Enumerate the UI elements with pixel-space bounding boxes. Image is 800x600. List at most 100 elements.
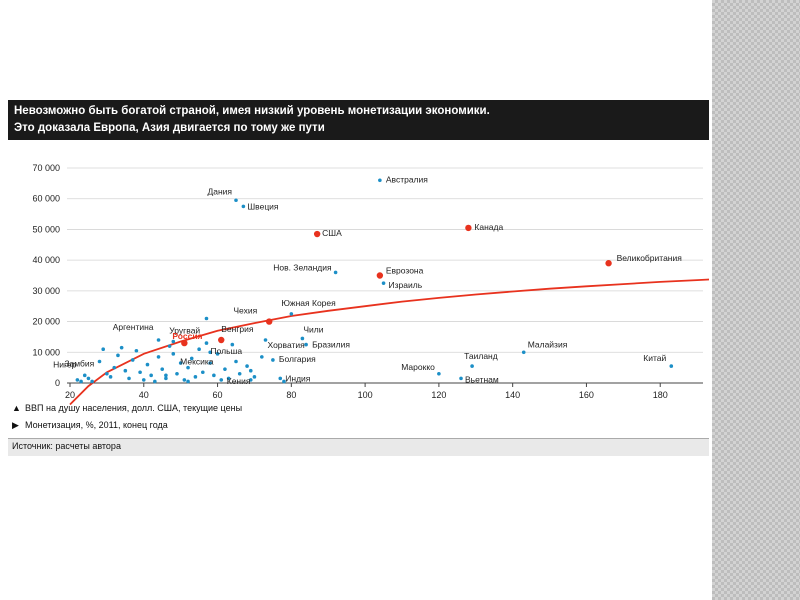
- source-note: Источник: расчеты автора: [12, 441, 121, 451]
- labeled-point: [271, 358, 275, 362]
- y-tick-label: 20 000: [32, 317, 60, 327]
- point-label: Бразилия: [312, 340, 350, 350]
- point-label: Болгария: [279, 354, 316, 364]
- data-point: [153, 379, 157, 384]
- data-point: [193, 375, 198, 379]
- labeled-point: [248, 378, 253, 382]
- point-label: Кения: [227, 376, 251, 386]
- trend-line: [69, 277, 727, 406]
- y-tick-label: 10 000: [32, 347, 60, 357]
- data-point: [90, 379, 94, 384]
- data-point: [138, 370, 142, 375]
- y-tick-label: 40 000: [32, 255, 60, 265]
- data-point: [101, 347, 105, 352]
- labeled-point: [289, 312, 294, 316]
- data-point: [160, 367, 165, 371]
- labeled-point: [521, 350, 526, 355]
- labeled-point: [465, 224, 472, 232]
- data-point: [260, 355, 264, 359]
- labeled-point: [241, 204, 246, 209]
- data-point: [141, 378, 146, 382]
- data-point: [171, 352, 176, 356]
- data-point: [245, 364, 249, 368]
- data-point: [130, 358, 135, 362]
- data-point: [212, 373, 216, 378]
- legend-y-marker: ▲: [12, 403, 21, 413]
- data-point: [186, 365, 190, 370]
- x-tick-label: 120: [431, 390, 446, 400]
- data-point: [197, 347, 201, 352]
- labeled-point: [234, 198, 238, 203]
- point-label: Индия: [285, 373, 311, 383]
- labeled-point: [278, 376, 283, 381]
- data-point: [252, 375, 257, 379]
- chart-title-bar: Невозможно быть богатой страной, имея ни…: [8, 100, 709, 140]
- point-label: Великобритания: [617, 253, 683, 263]
- data-point: [112, 365, 117, 370]
- point-label: Россия: [172, 331, 202, 341]
- labeled-point: [171, 339, 176, 344]
- data-point: [97, 359, 102, 364]
- x-tick-label: 140: [505, 390, 520, 400]
- data-point: [282, 379, 286, 384]
- point-labels: Австралия Дания Швеция США Канада Великобрита…: [53, 174, 682, 386]
- point-label: Хорватия: [268, 340, 306, 350]
- data-point: [164, 376, 168, 381]
- data-point: [182, 378, 187, 382]
- data-points: [75, 178, 674, 384]
- point-label: Малайзия: [528, 339, 568, 349]
- data-point: [201, 370, 205, 375]
- point-label: Южная Корея: [281, 298, 336, 308]
- labeled-point: [313, 230, 321, 238]
- labeled-point: [470, 364, 474, 368]
- point-label: Замбия: [64, 358, 94, 368]
- data-point: [208, 361, 212, 365]
- y-tick-label: 50 000: [32, 224, 60, 234]
- point-label: Чили: [303, 324, 323, 334]
- y-tick-label: 70 000: [32, 163, 60, 173]
- x-tick-label: 100: [358, 390, 373, 400]
- data-point: [219, 378, 224, 382]
- labeled-point: [437, 371, 441, 376]
- labeled-point: [204, 341, 209, 345]
- data-point: [145, 362, 150, 367]
- data-point: [234, 359, 238, 364]
- data-point: [82, 373, 87, 378]
- labeled-point: [86, 376, 91, 381]
- labeled-point: [181, 339, 188, 347]
- legend-y-label: ВВП на душу населения, долл. США, текущи…: [25, 403, 242, 413]
- trend-curve: [69, 277, 727, 406]
- legend-x-label: Монетизация, %, 2011, конец года: [25, 420, 168, 430]
- point-label: Уругвай: [169, 326, 200, 336]
- data-point: [178, 361, 183, 365]
- labeled-point: [218, 336, 225, 344]
- data-point: [108, 375, 113, 379]
- chart-title-line-1: Невозможно быть богатой страной, имея ни…: [14, 105, 490, 117]
- y-tick-label: 0: [55, 378, 60, 388]
- point-label: Швеция: [247, 201, 279, 211]
- labeled-point: [208, 350, 212, 355]
- point-label: Нов. Зеландия: [273, 262, 332, 272]
- data-point: [164, 373, 168, 378]
- data-point: [149, 373, 153, 378]
- labeled-point: [669, 364, 674, 368]
- labeled-point: [605, 260, 612, 267]
- point-label: Аргентина: [113, 322, 154, 332]
- data-point: [105, 371, 109, 376]
- point-label: Еврозона: [386, 266, 424, 276]
- data-point: [230, 342, 235, 347]
- chart-footer: Источник: расчеты автора: [8, 438, 709, 456]
- labeled-point: [156, 338, 161, 342]
- point-label: Таиланд: [464, 351, 498, 361]
- point-label: Дания: [207, 186, 232, 196]
- data-point: [119, 345, 124, 350]
- plot-area: 0 10 000 20 000 30 000 40 000 50 000 60 000 70 …: [8, 140, 742, 438]
- data-point: [215, 352, 220, 356]
- point-label: Австралия: [386, 174, 428, 184]
- point-label: Китай: [643, 353, 666, 363]
- data-point: [75, 378, 80, 382]
- checker-sidebar: [712, 0, 800, 600]
- y-tick-label: 60 000: [32, 194, 60, 204]
- data-point: [167, 344, 172, 348]
- x-tick-label: 60: [213, 390, 223, 400]
